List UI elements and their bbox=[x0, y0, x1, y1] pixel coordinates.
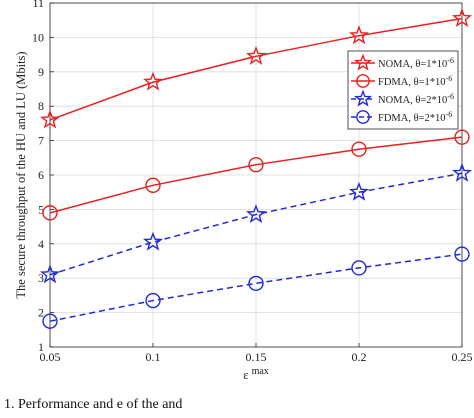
data-point-star bbox=[349, 25, 369, 45]
figure-caption: 1. Performance and e of the and bbox=[4, 397, 182, 412]
data-point-circle bbox=[42, 313, 58, 329]
data-point-star bbox=[246, 45, 266, 65]
data-point-circle bbox=[454, 246, 470, 262]
y-tick-label: 9 bbox=[38, 65, 44, 79]
series-3 bbox=[40, 162, 472, 284]
series-line bbox=[49, 253, 463, 322]
data-point-star bbox=[40, 264, 60, 284]
series-2 bbox=[42, 129, 470, 221]
series-1 bbox=[40, 7, 472, 129]
data-point-circle bbox=[248, 157, 264, 173]
data-point-star bbox=[40, 109, 60, 129]
legend-item: FDMA, θ=2*10-6 bbox=[351, 110, 452, 124]
legend-label: FDMA, θ=1*10-6 bbox=[378, 74, 452, 88]
x-tick-label: 0.1 bbox=[146, 350, 161, 364]
x-tick-label: 0.2 bbox=[352, 350, 367, 364]
axis-ticks: 0.05 0.1 0.15 0.2 0.25 1 2 3 4 5 6 7 8 9 10 11 bbox=[32, 0, 473, 364]
data-point-circle bbox=[351, 260, 367, 276]
data-point-star bbox=[353, 89, 373, 107]
y-tick-label: 4 bbox=[38, 237, 44, 251]
x-tick-label: 0.15 bbox=[246, 350, 267, 364]
series-line bbox=[49, 17, 463, 121]
x-axis-label-base: ε bbox=[243, 368, 248, 382]
y-tick-label: 3 bbox=[38, 271, 44, 285]
series-line bbox=[49, 136, 463, 214]
y-tick-label: 7 bbox=[38, 134, 44, 148]
data-point-circle bbox=[356, 74, 370, 88]
y-tick-label: 11 bbox=[32, 0, 44, 10]
legend-label: NOMA, θ=1*10-6 bbox=[378, 56, 454, 70]
y-tick-label: 2 bbox=[38, 306, 44, 320]
data-point-star bbox=[143, 71, 163, 91]
data-point-circle bbox=[356, 110, 370, 124]
legend-label: FDMA, θ=2*10-6 bbox=[378, 110, 452, 124]
data-point-star bbox=[143, 231, 163, 251]
data-point-star bbox=[246, 204, 266, 224]
y-tick-label: 5 bbox=[38, 202, 44, 216]
x-tick-label: 0.05 bbox=[40, 350, 61, 364]
data-point-circle bbox=[351, 141, 367, 157]
data-point-circle bbox=[42, 205, 58, 221]
data-point-star bbox=[353, 53, 373, 71]
data-point-circle bbox=[454, 129, 470, 145]
x-tick-label: 0.25 bbox=[452, 350, 473, 364]
data-point-circle bbox=[145, 292, 161, 309]
y-tick-label: 6 bbox=[38, 168, 44, 182]
data-point-star bbox=[349, 181, 369, 201]
series-line bbox=[49, 172, 463, 276]
x-axis-label: ε max bbox=[243, 366, 269, 382]
data-point-circle bbox=[248, 275, 264, 292]
legend-item: NOMA, θ=2*10-6 bbox=[351, 89, 454, 107]
y-tick-label: 10 bbox=[32, 30, 44, 44]
y-tick-label: 1 bbox=[38, 340, 44, 354]
legend-item: FDMA, θ=1*10-6 bbox=[351, 74, 452, 88]
y-tick-label: 8 bbox=[38, 99, 44, 113]
series-4 bbox=[42, 246, 470, 329]
series-group bbox=[40, 7, 472, 329]
data-point-circle bbox=[145, 177, 161, 193]
legend: NOMA, θ=1*10-6 FDMA, θ=1*10-6 NOMA, θ=2*10… bbox=[347, 50, 459, 130]
legend-item: NOMA, θ=1*10-6 bbox=[351, 53, 454, 71]
x-axis-label-superscript: max bbox=[252, 366, 269, 377]
data-point-star bbox=[452, 162, 472, 182]
data-point-star bbox=[452, 7, 472, 27]
legend-label: NOMA, θ=2*10-6 bbox=[378, 92, 454, 106]
y-axis-label: The secure throughput of the HU and LU (… bbox=[14, 51, 28, 298]
